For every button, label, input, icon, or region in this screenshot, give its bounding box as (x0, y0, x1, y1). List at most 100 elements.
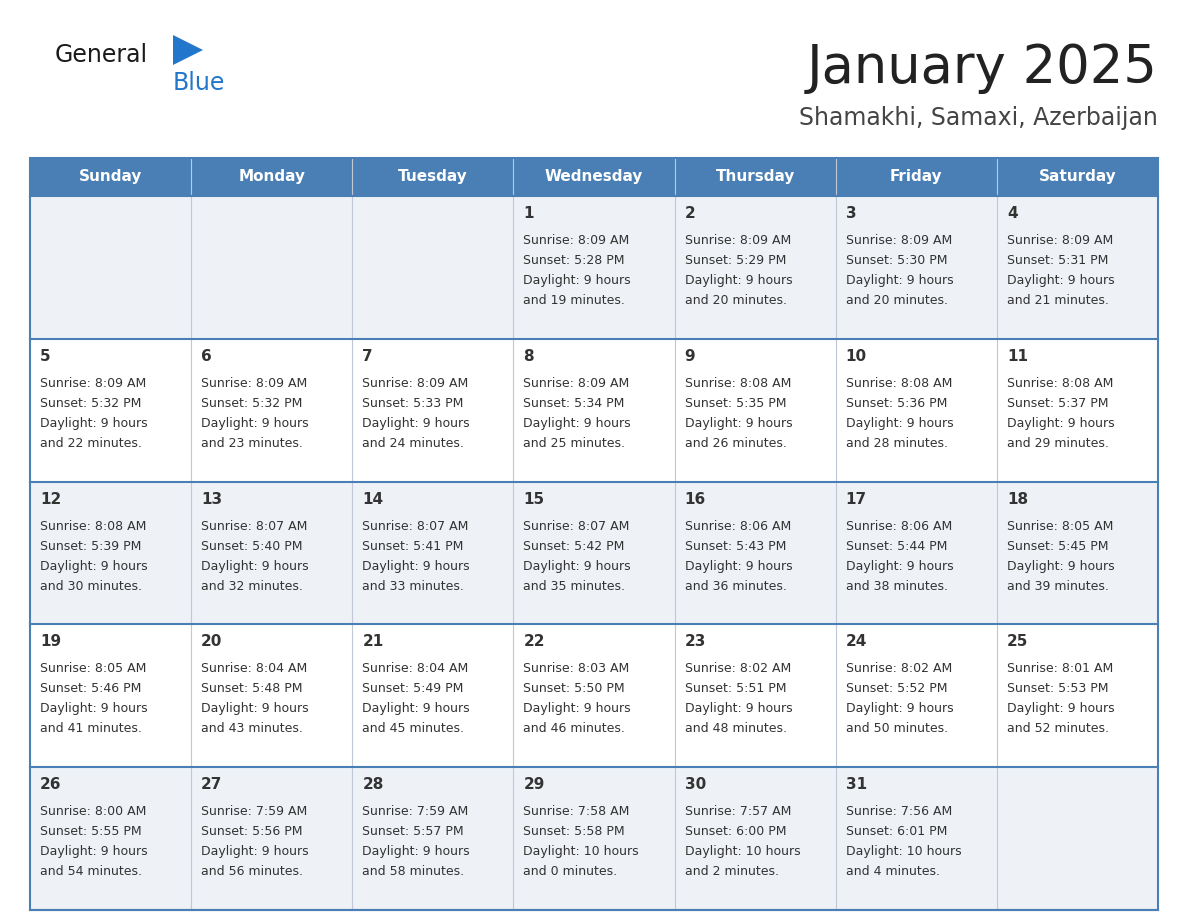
Text: Sunrise: 8:06 AM: Sunrise: 8:06 AM (846, 520, 952, 532)
Text: and 58 minutes.: and 58 minutes. (362, 865, 465, 879)
Text: Daylight: 9 hours: Daylight: 9 hours (684, 560, 792, 573)
Text: and 39 minutes.: and 39 minutes. (1007, 579, 1108, 593)
Text: Daylight: 9 hours: Daylight: 9 hours (684, 274, 792, 287)
Text: Sunrise: 8:08 AM: Sunrise: 8:08 AM (40, 520, 146, 532)
Text: 10: 10 (846, 349, 867, 364)
Text: Sunrise: 7:57 AM: Sunrise: 7:57 AM (684, 805, 791, 818)
Text: Daylight: 9 hours: Daylight: 9 hours (524, 274, 631, 287)
Text: and 4 minutes.: and 4 minutes. (846, 865, 940, 879)
Text: January 2025: January 2025 (807, 42, 1158, 94)
Text: Sunset: 5:51 PM: Sunset: 5:51 PM (684, 682, 786, 696)
Text: and 20 minutes.: and 20 minutes. (846, 294, 948, 307)
Text: Sunset: 5:32 PM: Sunset: 5:32 PM (201, 397, 303, 409)
Text: Daylight: 9 hours: Daylight: 9 hours (524, 560, 631, 573)
Text: General: General (55, 43, 148, 67)
Text: Sunset: 5:49 PM: Sunset: 5:49 PM (362, 682, 463, 696)
Text: and 33 minutes.: and 33 minutes. (362, 579, 465, 593)
Text: Sunrise: 8:03 AM: Sunrise: 8:03 AM (524, 663, 630, 676)
Text: Daylight: 9 hours: Daylight: 9 hours (201, 845, 309, 858)
Text: 6: 6 (201, 349, 211, 364)
Text: and 26 minutes.: and 26 minutes. (684, 437, 786, 450)
Text: and 50 minutes.: and 50 minutes. (846, 722, 948, 735)
Text: Sunrise: 8:09 AM: Sunrise: 8:09 AM (201, 376, 308, 390)
Text: and 22 minutes.: and 22 minutes. (40, 437, 141, 450)
Text: Sunset: 5:40 PM: Sunset: 5:40 PM (201, 540, 303, 553)
Text: 20: 20 (201, 634, 222, 649)
Text: and 29 minutes.: and 29 minutes. (1007, 437, 1108, 450)
Text: Sunrise: 8:04 AM: Sunrise: 8:04 AM (362, 663, 468, 676)
Text: and 0 minutes.: and 0 minutes. (524, 865, 618, 879)
Text: 7: 7 (362, 349, 373, 364)
Text: Sunrise: 8:09 AM: Sunrise: 8:09 AM (362, 376, 468, 390)
Bar (30, 624, 1158, 767)
Text: and 48 minutes.: and 48 minutes. (684, 722, 786, 735)
Text: Sunset: 5:50 PM: Sunset: 5:50 PM (524, 682, 625, 696)
Text: and 30 minutes.: and 30 minutes. (40, 579, 143, 593)
Text: Sunrise: 8:00 AM: Sunrise: 8:00 AM (40, 805, 146, 818)
Text: Sunset: 5:41 PM: Sunset: 5:41 PM (362, 540, 463, 553)
Text: Daylight: 9 hours: Daylight: 9 hours (684, 417, 792, 430)
Text: Sunset: 5:29 PM: Sunset: 5:29 PM (684, 254, 786, 267)
Text: and 24 minutes.: and 24 minutes. (362, 437, 465, 450)
Text: Sunset: 5:35 PM: Sunset: 5:35 PM (684, 397, 786, 409)
Text: Blue: Blue (173, 71, 226, 95)
Text: Shamakhi, Samaxi, Azerbaijan: Shamakhi, Samaxi, Azerbaijan (800, 106, 1158, 130)
Text: Sunset: 5:39 PM: Sunset: 5:39 PM (40, 540, 141, 553)
Text: Daylight: 10 hours: Daylight: 10 hours (524, 845, 639, 858)
Text: Sunset: 5:31 PM: Sunset: 5:31 PM (1007, 254, 1108, 267)
Text: Daylight: 9 hours: Daylight: 9 hours (362, 702, 470, 715)
Text: Sunset: 5:37 PM: Sunset: 5:37 PM (1007, 397, 1108, 409)
Text: Sunset: 5:56 PM: Sunset: 5:56 PM (201, 825, 303, 838)
Text: Daylight: 9 hours: Daylight: 9 hours (1007, 560, 1114, 573)
Text: Sunset: 5:34 PM: Sunset: 5:34 PM (524, 397, 625, 409)
Text: Sunset: 5:28 PM: Sunset: 5:28 PM (524, 254, 625, 267)
Text: Daylight: 9 hours: Daylight: 9 hours (362, 560, 470, 573)
Bar (30, 158, 1158, 196)
Text: and 21 minutes.: and 21 minutes. (1007, 294, 1108, 307)
Text: Sunrise: 8:08 AM: Sunrise: 8:08 AM (684, 376, 791, 390)
Text: 31: 31 (846, 778, 867, 792)
Text: 12: 12 (40, 492, 62, 507)
Text: Sunrise: 7:59 AM: Sunrise: 7:59 AM (201, 805, 308, 818)
Text: and 2 minutes.: and 2 minutes. (684, 865, 778, 879)
Text: Sunrise: 8:09 AM: Sunrise: 8:09 AM (524, 234, 630, 247)
Text: Sunset: 5:42 PM: Sunset: 5:42 PM (524, 540, 625, 553)
Text: 16: 16 (684, 492, 706, 507)
Text: Sunrise: 8:09 AM: Sunrise: 8:09 AM (40, 376, 146, 390)
Text: Daylight: 9 hours: Daylight: 9 hours (524, 417, 631, 430)
Text: and 52 minutes.: and 52 minutes. (1007, 722, 1108, 735)
Text: Sunrise: 8:01 AM: Sunrise: 8:01 AM (1007, 663, 1113, 676)
Text: Sunrise: 8:09 AM: Sunrise: 8:09 AM (524, 376, 630, 390)
Text: Daylight: 9 hours: Daylight: 9 hours (1007, 702, 1114, 715)
Text: 17: 17 (846, 492, 867, 507)
Text: 25: 25 (1007, 634, 1029, 649)
Text: and 43 minutes.: and 43 minutes. (201, 722, 303, 735)
Text: Sunset: 5:57 PM: Sunset: 5:57 PM (362, 825, 463, 838)
Text: Daylight: 9 hours: Daylight: 9 hours (362, 417, 470, 430)
Text: Sunrise: 8:06 AM: Sunrise: 8:06 AM (684, 520, 791, 532)
Text: Sunset: 5:53 PM: Sunset: 5:53 PM (1007, 682, 1108, 696)
Text: Sunrise: 8:09 AM: Sunrise: 8:09 AM (1007, 234, 1113, 247)
Text: Friday: Friday (890, 170, 942, 185)
Text: and 28 minutes.: and 28 minutes. (846, 437, 948, 450)
Text: 28: 28 (362, 778, 384, 792)
Text: Sunset: 6:01 PM: Sunset: 6:01 PM (846, 825, 947, 838)
Bar (30, 196, 1158, 339)
Text: 21: 21 (362, 634, 384, 649)
Text: Daylight: 9 hours: Daylight: 9 hours (40, 845, 147, 858)
Text: Sunset: 5:43 PM: Sunset: 5:43 PM (684, 540, 786, 553)
Text: and 35 minutes.: and 35 minutes. (524, 579, 625, 593)
Bar (30, 158, 1158, 910)
Text: Sunrise: 8:05 AM: Sunrise: 8:05 AM (1007, 520, 1113, 532)
Text: and 45 minutes.: and 45 minutes. (362, 722, 465, 735)
Text: Daylight: 9 hours: Daylight: 9 hours (846, 702, 953, 715)
Text: Tuesday: Tuesday (398, 170, 468, 185)
Text: Daylight: 9 hours: Daylight: 9 hours (524, 702, 631, 715)
Text: Sunday: Sunday (78, 170, 143, 185)
Text: 5: 5 (40, 349, 51, 364)
Text: Daylight: 9 hours: Daylight: 9 hours (684, 702, 792, 715)
Text: Daylight: 9 hours: Daylight: 9 hours (40, 560, 147, 573)
Text: Daylight: 9 hours: Daylight: 9 hours (846, 560, 953, 573)
Text: and 23 minutes.: and 23 minutes. (201, 437, 303, 450)
Text: 27: 27 (201, 778, 222, 792)
